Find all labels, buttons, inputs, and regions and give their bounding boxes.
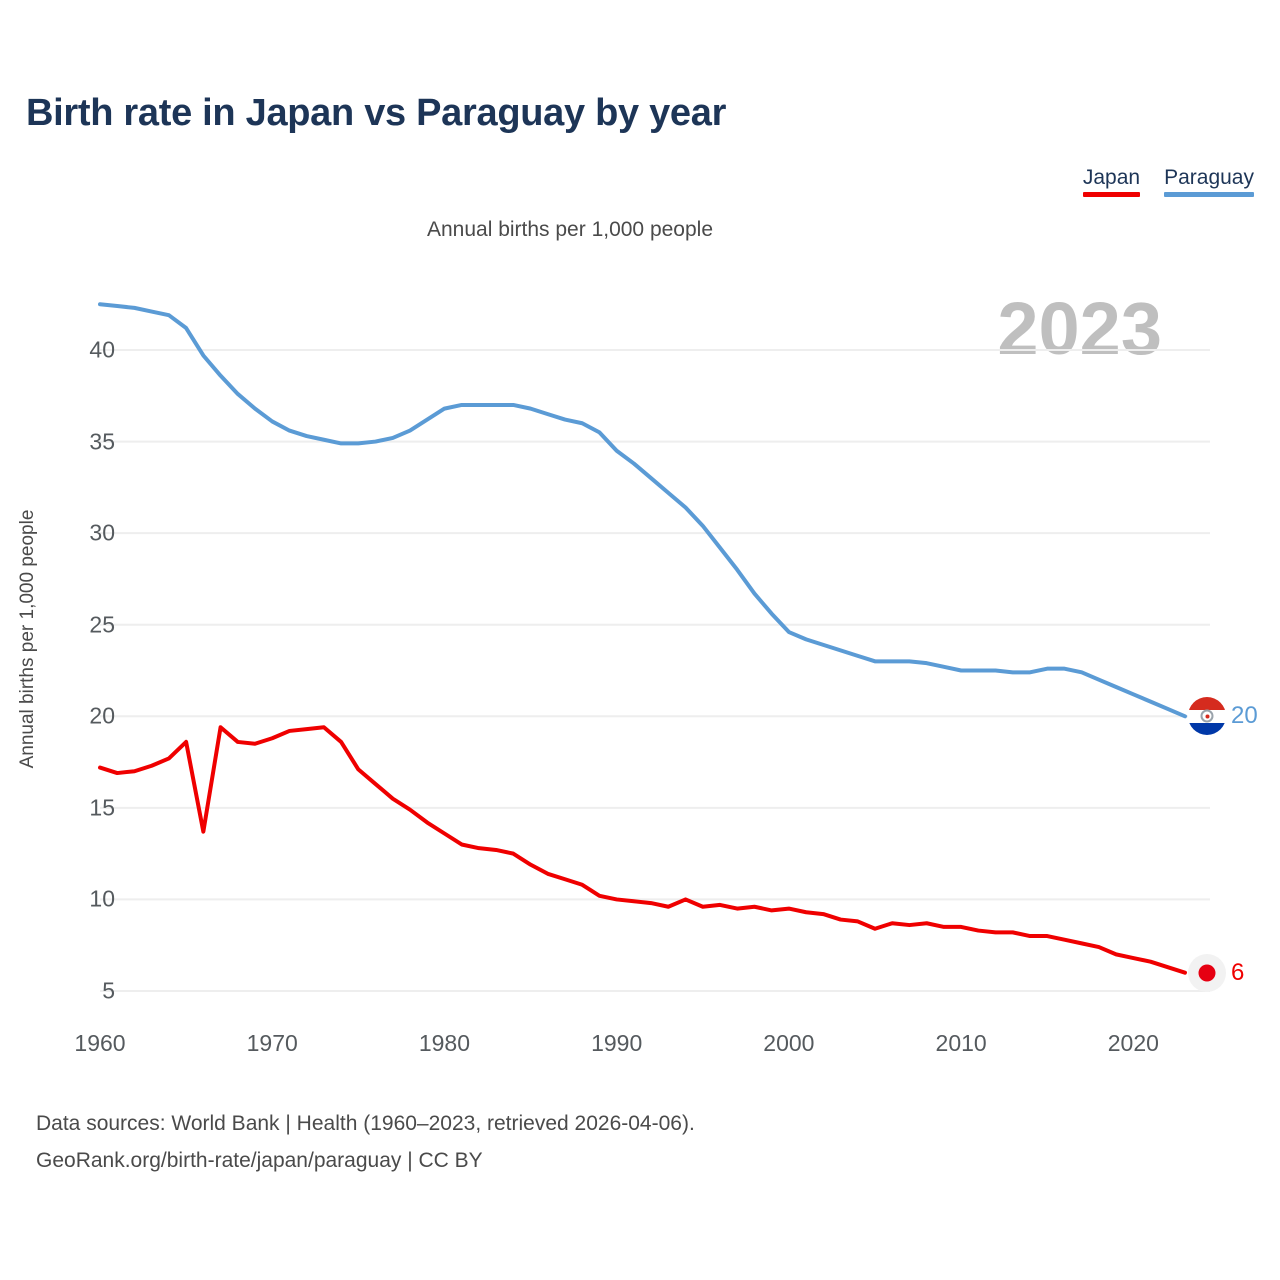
- series-line-paraguay: [98, 302, 1187, 719]
- y-tick-label: 5: [102, 977, 115, 1004]
- legend: Japan Paraguay: [1082, 166, 1254, 197]
- y-tick-label: 40: [89, 336, 115, 363]
- x-tick-label: 2010: [935, 1030, 987, 1056]
- japan-flag-icon: [1188, 953, 1226, 992]
- y-tick-label: 30: [89, 519, 115, 546]
- y-tick-label: 15: [89, 794, 115, 821]
- end-value-paraguay: 20: [1231, 702, 1258, 730]
- flag-band-blue: [1188, 722, 1226, 736]
- x-tick-label: 1960: [74, 1030, 126, 1056]
- legend-label-paraguay: Paraguay: [1164, 166, 1254, 189]
- paraguay-flag-icon: [1188, 697, 1226, 736]
- footer-attribution[interactable]: GeoRank.org/birth-rate/japan/paraguay | …: [36, 1149, 483, 1172]
- chart-subtitle: Annual births per 1,000 people: [426, 218, 714, 241]
- footer-data-sources: Data sources: World Bank | Health (1960–…: [36, 1112, 695, 1135]
- end-value-japan: 6: [1231, 958, 1245, 986]
- y-tick-label: 35: [89, 428, 115, 455]
- legend-swatch-paraguay: [1164, 192, 1254, 197]
- legend-item-paraguay[interactable]: Paraguay: [1164, 166, 1254, 197]
- page-title: Birth rate in Japan vs Paraguay by year: [26, 92, 727, 134]
- flag-sun-disc: [1198, 964, 1216, 982]
- x-tick-label: 2000: [763, 1030, 815, 1056]
- series-line-japan: [98, 725, 1187, 975]
- x-tick-label: 1990: [591, 1030, 643, 1056]
- flag-emblem: [1200, 709, 1214, 723]
- x-tick-label: 2020: [1107, 1030, 1159, 1056]
- watermark-year: 2023: [997, 287, 1162, 370]
- x-tick-label: 1970: [246, 1030, 298, 1056]
- footer: Data sources: World Bank | Health (1960–…: [36, 1105, 695, 1179]
- legend-item-japan[interactable]: Japan: [1082, 166, 1141, 197]
- y-tick-label: 25: [89, 611, 115, 638]
- y-tick-label: 20: [89, 702, 115, 729]
- gridlines: [100, 349, 1210, 992]
- y-tick-label: 10: [89, 885, 115, 912]
- legend-label-japan: Japan: [1082, 166, 1141, 189]
- legend-swatch-japan: [1082, 192, 1141, 197]
- x-tick-label: 1980: [418, 1030, 471, 1056]
- flag-band-red: [1188, 697, 1226, 710]
